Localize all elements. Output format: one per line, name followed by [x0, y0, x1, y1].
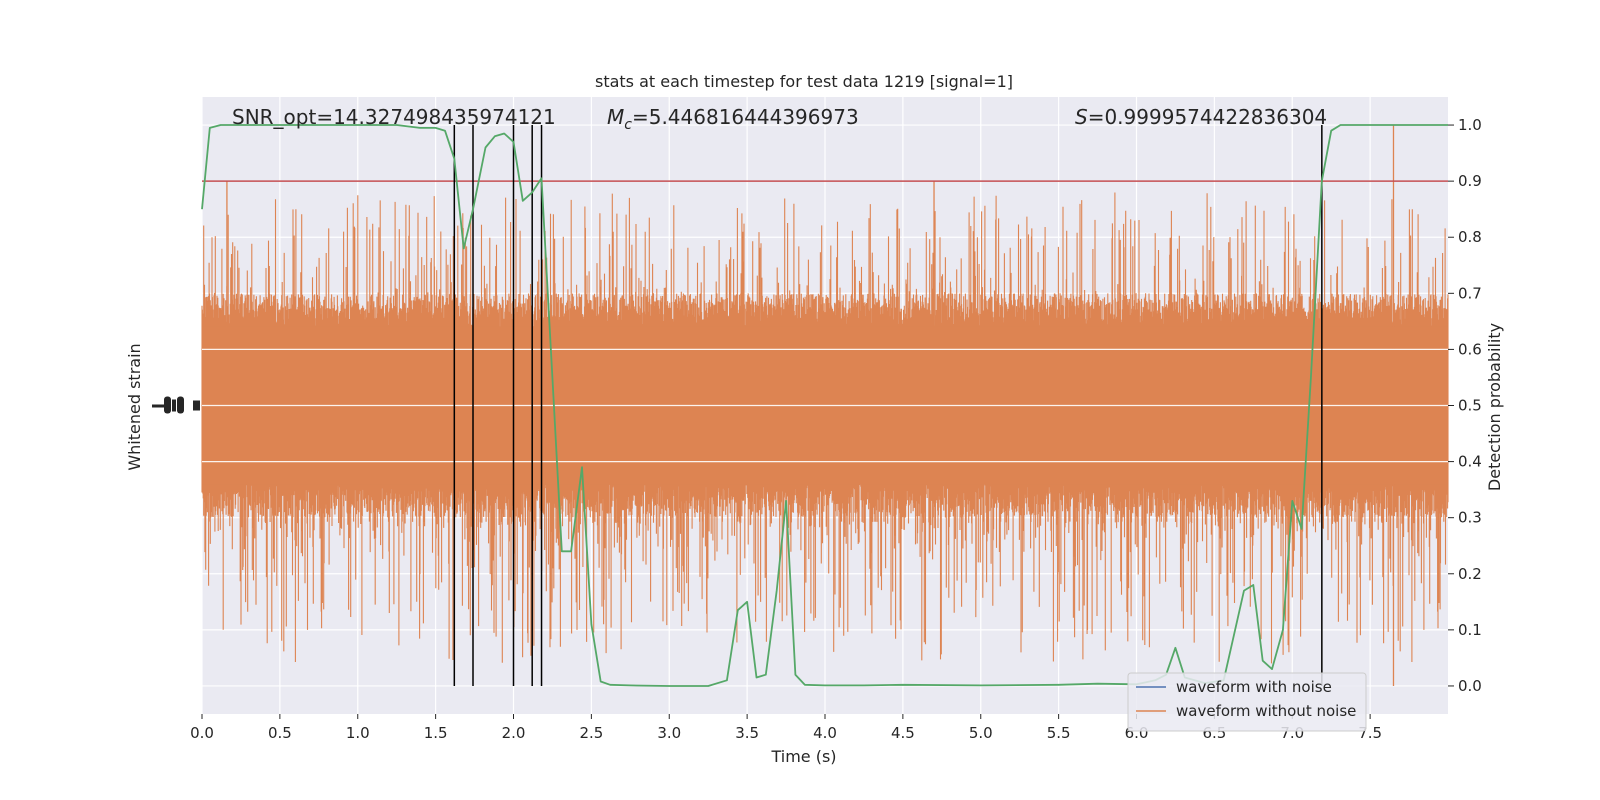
chirp-mass-annotation: Mc=5.446816444396973 — [607, 105, 859, 133]
x-tick-label: 3.5 — [735, 724, 759, 742]
detection-probability-line — [201, 124, 1448, 687]
y-tick-label: 0.5 — [1458, 397, 1482, 415]
y-tick-label: 1.0 — [1458, 116, 1482, 134]
y-tick-label: 0.4 — [1458, 453, 1482, 471]
chart-title: stats at each timestep for test data 121… — [595, 72, 1013, 91]
x-axis-label: Time (s) — [770, 747, 836, 766]
left-tick-glyph — [177, 396, 184, 414]
x-tick-label: 4.0 — [813, 724, 837, 742]
x-tick-label: 1.0 — [346, 724, 370, 742]
legend-box — [1127, 672, 1367, 732]
left-tick-glyph — [164, 396, 171, 414]
legend: waveform with noise waveform without noi… — [1127, 672, 1367, 732]
s-annotation: S=0.9999574422836304 — [1075, 105, 1327, 129]
y-axis-label-left: Whitened strain — [125, 343, 144, 470]
left-tick-glyph — [152, 404, 166, 408]
x-tick-label: 4.5 — [891, 724, 915, 742]
legend-label-with-noise: waveform with noise — [1176, 678, 1332, 696]
chirp-mass-symbol: M — [607, 105, 624, 129]
y-tick-label: 0.9 — [1458, 172, 1482, 190]
x-tick-label: 5.5 — [1047, 724, 1071, 742]
x-tick-label: 2.5 — [579, 724, 603, 742]
y-axis-label-right: Detection probability — [1485, 323, 1504, 491]
y-tick-label: 0.7 — [1458, 284, 1482, 302]
y-tick-label: 0.6 — [1458, 340, 1482, 358]
x-tick-label: 3.0 — [657, 724, 681, 742]
y-tick-label: 0.3 — [1458, 509, 1482, 527]
s-value: =0.9999574422836304 — [1088, 105, 1327, 129]
left-tick-glyph — [172, 399, 176, 412]
left-tick-glyph — [193, 400, 200, 411]
s-symbol: S — [1075, 105, 1088, 129]
snr-annotation: SNR_opt=14.327498435974121 — [232, 105, 556, 129]
x-tick-label: 5.0 — [969, 724, 993, 742]
x-tick-label: 2.0 — [502, 724, 526, 742]
y-tick-label: 0.8 — [1458, 228, 1482, 246]
y-tick-label: 0.1 — [1458, 621, 1482, 639]
legend-label-without-noise: waveform without noise — [1176, 702, 1356, 720]
chirp-mass-subscript: c — [624, 117, 632, 133]
y-tick-label: 0.0 — [1458, 677, 1482, 695]
x-tick-label: 0.0 — [190, 724, 214, 742]
chirp-mass-value: =5.446816444396973 — [632, 105, 859, 129]
y-tick-label: 0.2 — [1458, 565, 1482, 583]
x-tick-label: 1.5 — [424, 724, 448, 742]
x-tick-label: 0.5 — [268, 724, 292, 742]
